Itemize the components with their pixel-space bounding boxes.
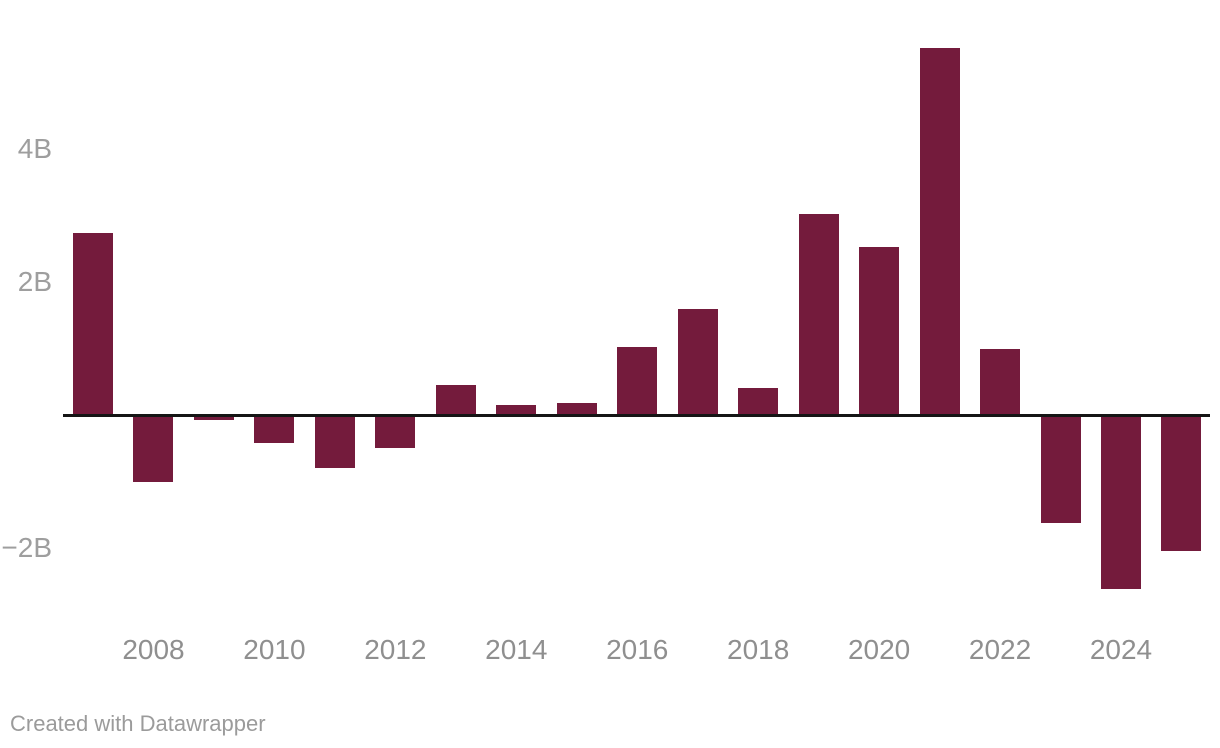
bar-2022 [980, 348, 1021, 415]
bar-2010 [254, 415, 295, 443]
x-axis-tick-label: 2010 [243, 634, 306, 665]
x-axis-tick-label: 2008 [122, 634, 185, 665]
bar-2009 [193, 415, 234, 420]
bar-2011 [314, 415, 355, 469]
x-axis-tick-label: 2014 [485, 634, 548, 665]
y-axis-tick-label: 4B [17, 133, 52, 164]
bar-2024 [1100, 415, 1141, 589]
bar-2023 [1040, 415, 1081, 523]
bar-2017 [677, 308, 718, 415]
bar-2016 [617, 346, 658, 415]
x-axis-tick-label: 2022 [968, 634, 1032, 665]
y-axis-tick-label: −2B [1, 532, 52, 563]
x-axis-tick-label: 2012 [364, 634, 427, 665]
bar-2007 [73, 233, 113, 415]
datawrapper-attribution-link[interactable]: Created with Datawrapper [10, 711, 266, 736]
bar-2019 [798, 213, 839, 415]
bar-2018 [738, 387, 779, 415]
bar-2015 [556, 403, 597, 415]
x-axis-tick-label: 2016 [606, 634, 669, 665]
zero-baseline [63, 413, 1210, 417]
bar-2014 [496, 405, 537, 415]
bar-2020 [859, 246, 900, 415]
x-axis-tick-label: 2024 [1089, 634, 1153, 665]
bar-2012 [375, 415, 416, 448]
bar-2013 [435, 385, 476, 415]
x-axis-tick-label: 2018 [727, 634, 790, 665]
y-axis-tick-label: 2B [17, 266, 52, 297]
bar-2021 [919, 47, 960, 415]
x-axis-tick-label: 2020 [847, 634, 911, 665]
bar-2008 [133, 415, 174, 483]
bar-2025 [1161, 415, 1202, 551]
